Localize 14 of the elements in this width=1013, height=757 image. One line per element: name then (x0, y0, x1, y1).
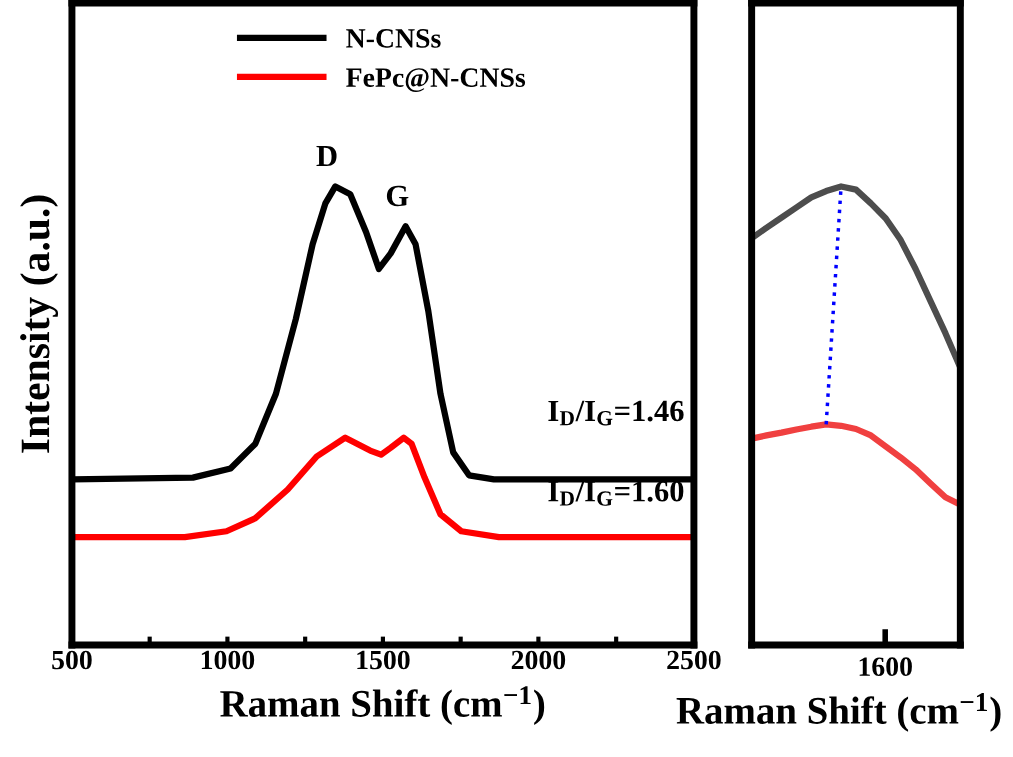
x-tick-label: 1500 (357, 650, 410, 670)
text: 1600 (859, 657, 912, 677)
x-tick-label: 2500 (667, 650, 721, 670)
annotation: D (316, 146, 337, 167)
y-axis-title: Intensity (a.u.) (20, 195, 59, 453)
legend-label: N-CNSs (346, 29, 441, 48)
x-axis-title: Raman Shift (cm$^{−1}$) (676, 693, 1001, 732)
x-tick-label: 2000 (511, 650, 566, 670)
annotation: I$_{D}$/I$_{G}$=1.46 (548, 400, 684, 426)
legend-label: FePc@N-CNSs (346, 68, 526, 92)
x-tick-label: 1000 (201, 650, 255, 670)
x-tick-label: 500 (52, 650, 92, 670)
annotation: G (386, 185, 409, 207)
x-axis-title: Raman Shift (cm$^{−1}$) (220, 686, 545, 725)
